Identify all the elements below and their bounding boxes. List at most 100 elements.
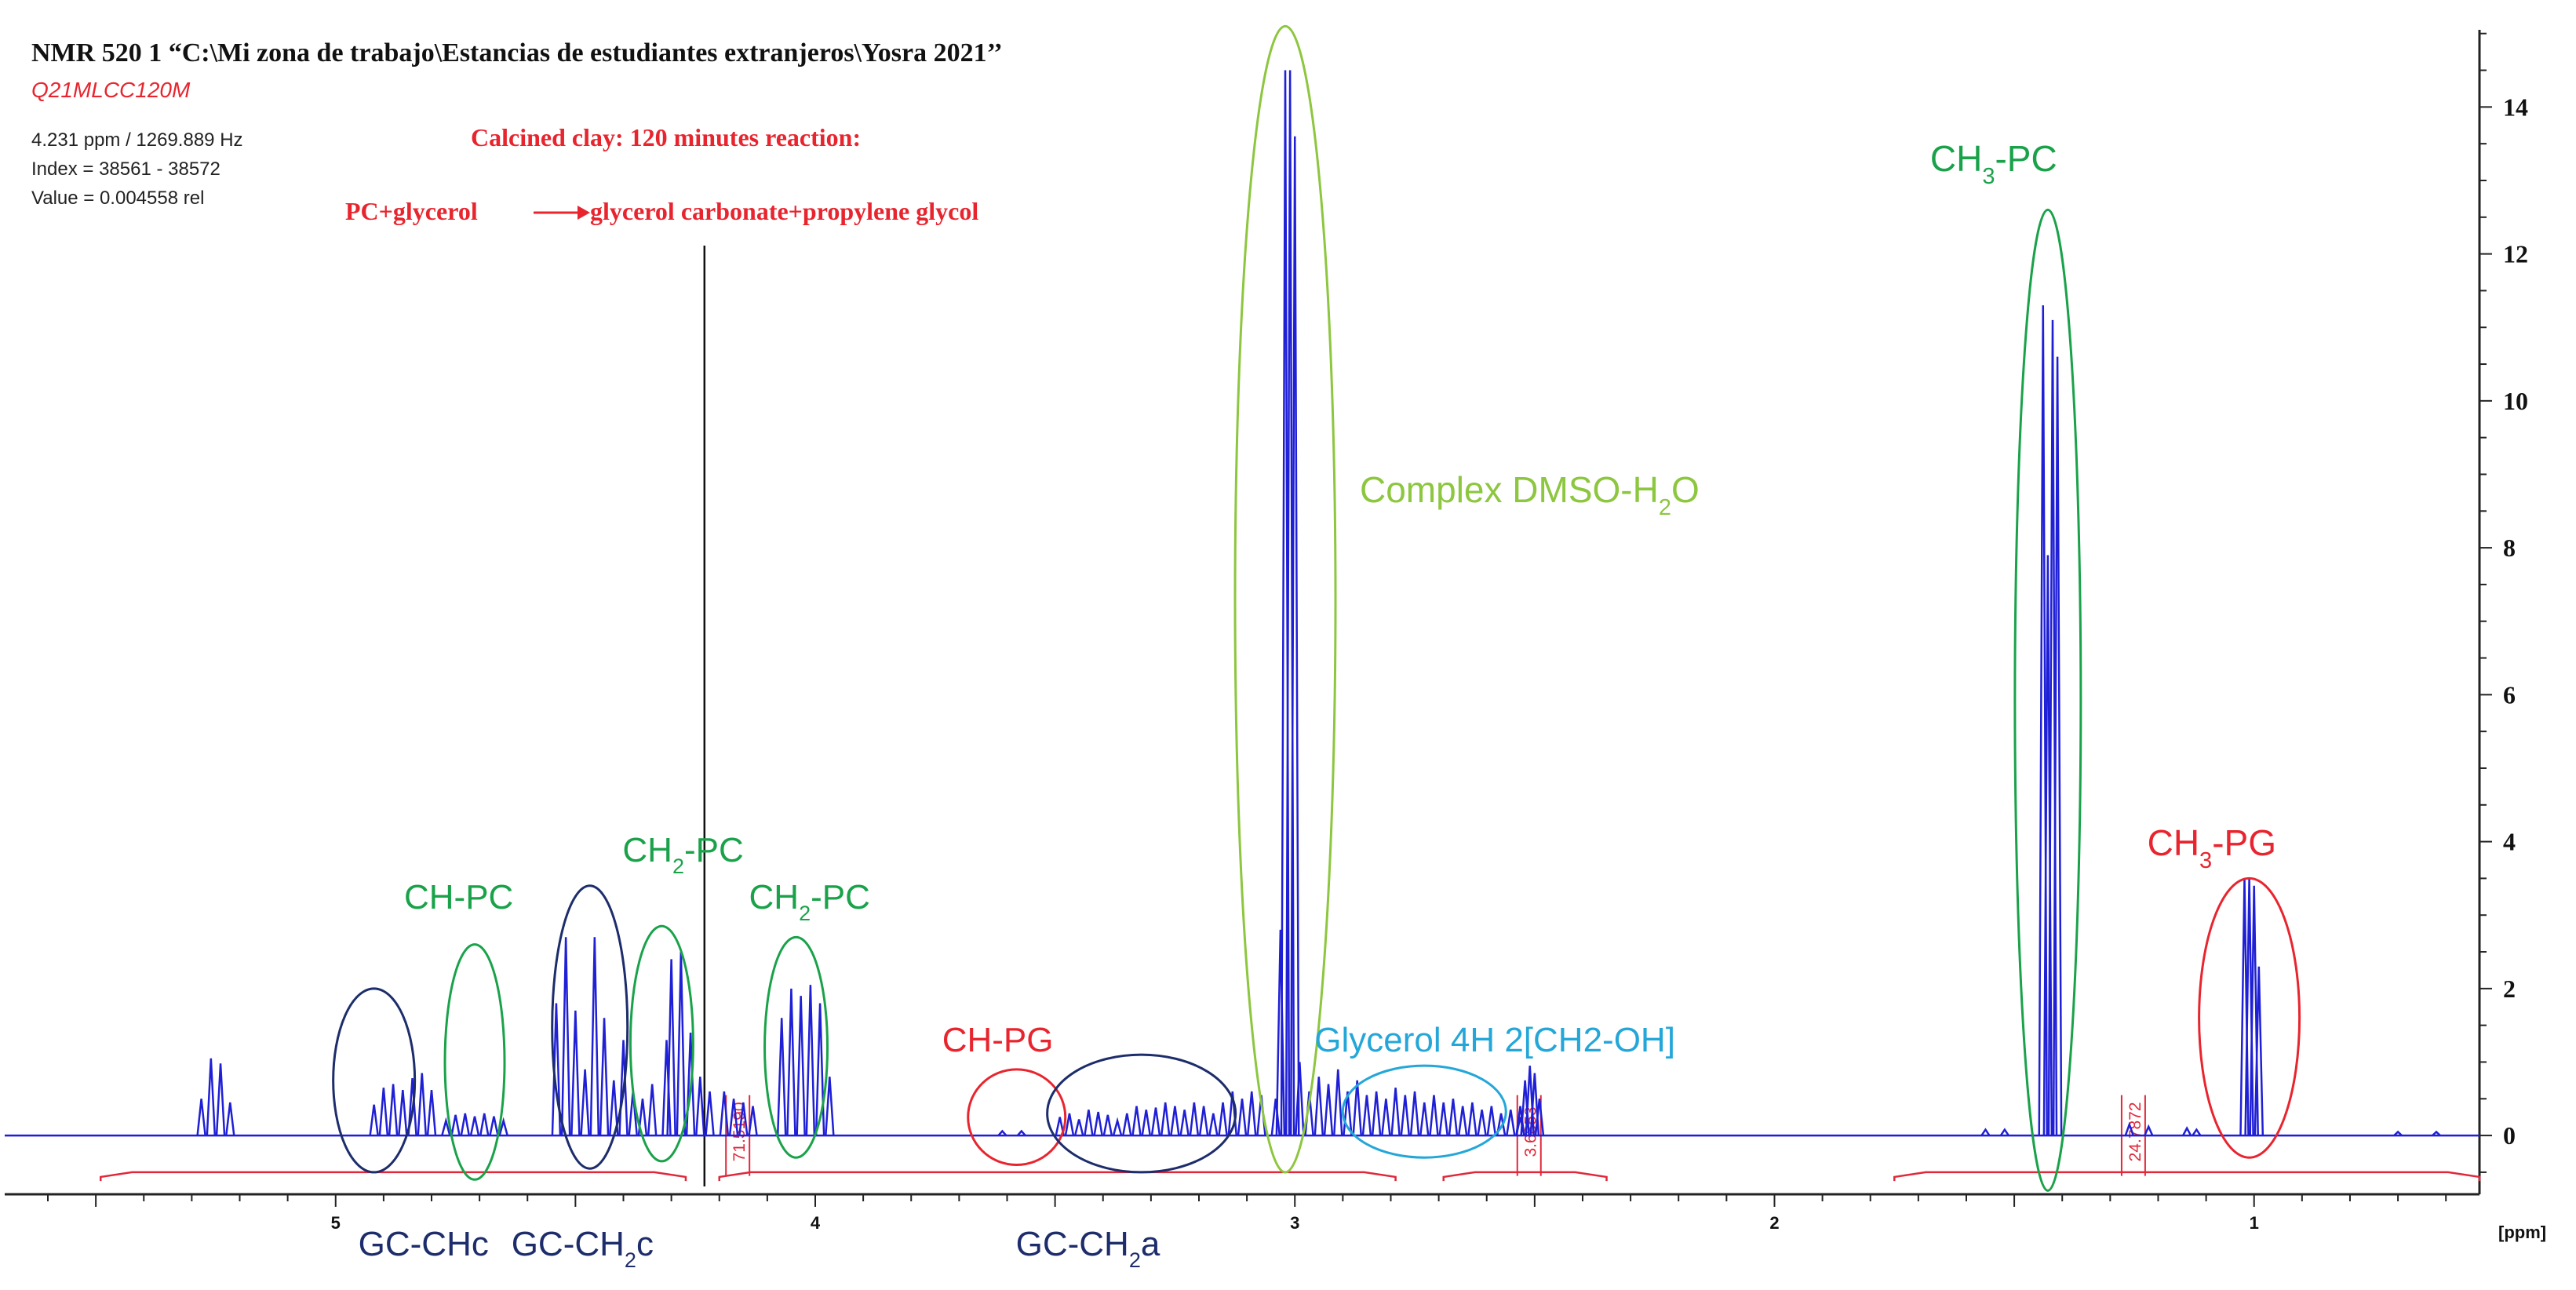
integral-regions: [99, 1171, 2481, 1182]
spectrum-peak: [2393, 1130, 2403, 1137]
annotation-ellipse-ch2-pc-a: [629, 924, 694, 1163]
annotation-label-ch-pc: CH-PC: [404, 878, 513, 916]
index-readout: Index = 38561 - 38572: [31, 159, 220, 180]
spectrum-peaks: [196, 70, 2441, 1137]
reaction-condition: Calcined clay: 120 minutes reaction:: [471, 123, 861, 151]
annotation-ellipse-ch-pc: [443, 943, 506, 1181]
spectrum-peak: [2192, 1128, 2202, 1136]
spectrum-peak: [460, 1113, 471, 1136]
y-tick-label: 4: [2503, 828, 2516, 856]
spectrum-peak: [786, 988, 796, 1136]
spectrum-peak: [738, 1102, 749, 1136]
spectrum-peak: [1506, 1110, 1516, 1136]
spectrum-peak: [560, 937, 571, 1136]
annotation-label-glycerol: Glycerol 4H 2[CH2-OH]: [1314, 1021, 1675, 1059]
spectrum-peak: [1515, 1106, 1525, 1136]
y-tick-label: 14: [2503, 93, 2528, 121]
spectrum-peak: [1323, 1084, 1334, 1136]
spectrum-peak: [407, 1077, 417, 1136]
spectrum-peak: [1141, 1110, 1151, 1136]
spectrum-peak: [1314, 1077, 1324, 1136]
spectrum-peak: [637, 1099, 648, 1136]
spectrum-peak: [997, 1129, 1007, 1136]
spectrum-peak: [2124, 1121, 2134, 1136]
spectrum-peak: [1457, 1106, 1468, 1136]
spectrum-peak: [441, 1117, 451, 1136]
spectrum-peak: [215, 1063, 226, 1136]
spectrum-peak: [369, 1104, 379, 1136]
annotation-ellipse-ch3-pg: [2198, 876, 2301, 1159]
spectrum-peak: [814, 1003, 825, 1136]
x-tick-label: 1: [2250, 1213, 2259, 1233]
integral-curve: [1893, 1171, 2481, 1182]
annotation-label-ch-pg: CH-PG: [942, 1021, 1054, 1059]
spectrum-peak: [1429, 1095, 1439, 1136]
spectrum-peak: [1246, 1091, 1257, 1136]
spectrum-peak: [1131, 1106, 1142, 1136]
spectrum-peak: [1295, 1062, 1305, 1136]
spectrum-peak: [1467, 1102, 1477, 1136]
cursor-readout: 4.231 ppm / 1269.889 Hz: [31, 129, 243, 151]
spectrum-peak: [685, 1032, 696, 1136]
reaction-reactants: PC+glycerol: [345, 197, 478, 225]
spectrum-peak: [1980, 1128, 1991, 1136]
spectrum-peak: [206, 1058, 217, 1136]
spectrum-peak: [1189, 1102, 1200, 1136]
annotation-label-dmso-h2o: Complex DMSO-H2O: [1360, 469, 1700, 520]
spectrum-peak: [1016, 1129, 1026, 1136]
x-tick-label: 4: [811, 1213, 821, 1233]
spectrum-title: NMR 520 1 “C:\Mi zona de trabajo\Estanci…: [31, 38, 1003, 67]
spectrum-peak: [1534, 1099, 1545, 1136]
spectrum-peak: [469, 1116, 480, 1136]
annotation-ellipse-gc-chc: [332, 987, 417, 1174]
annotation-ellipse-gc-ch2a: [1046, 1053, 1237, 1174]
spectrum-peak: [609, 1080, 619, 1136]
spectrum-peak: [666, 959, 676, 1136]
spectrum-peak: [1073, 1119, 1084, 1136]
spectrum-peak: [378, 1088, 389, 1136]
y-tick-label: 0: [2503, 1121, 2516, 1150]
integral-curve: [99, 1171, 687, 1182]
spectrum-peak: [695, 1077, 705, 1136]
annotation-label-ch2-pc-a: CH2-PC: [622, 831, 743, 878]
spectrum-peak: [705, 1091, 715, 1136]
spectrum-peak: [1112, 1117, 1123, 1136]
spectrum-peak: [551, 1003, 562, 1136]
spectrum-peak: [1477, 1110, 1487, 1136]
spectrum-peak: [719, 1091, 730, 1136]
spectrum-peak: [825, 1077, 835, 1136]
reaction-arrow-icon: [578, 206, 590, 220]
annotation-ellipse-ch3-pc: [2013, 208, 2082, 1192]
spectrum-peak: [1160, 1102, 1171, 1136]
spectrum-peak: [1409, 1091, 1420, 1136]
integral-label: 24.7872: [2126, 1102, 2144, 1161]
spectrum-peak: [2432, 1130, 2441, 1137]
spectrum-peak: [1352, 1080, 1362, 1136]
spectrum-peak: [589, 937, 600, 1136]
annotation-label-gc-chc: GC-CHc: [359, 1225, 489, 1263]
spectrum-peak: [388, 1084, 399, 1136]
annotation-label-ch3-pc: CH3-PC: [1930, 138, 2057, 189]
x-axis-ticks: 5 4 3 2 1: [47, 1194, 2447, 1233]
reaction-products: glycerol carbonate+propylene glycol: [590, 197, 978, 225]
spectrum-peak: [599, 1018, 610, 1136]
spectrum-peak: [748, 1106, 758, 1136]
spectrum-peak: [1198, 1106, 1209, 1136]
sample-name: Q21MLCC120M: [31, 78, 191, 102]
spectrum-peak: [479, 1113, 490, 1136]
spectrum-peak: [2182, 1126, 2192, 1136]
value-readout: Value = 0.004558 rel: [31, 188, 204, 209]
spectrum-peak: [1275, 929, 1286, 1136]
spectrum-peak: [1419, 1102, 1430, 1136]
spectrum-peak: [1438, 1102, 1448, 1136]
spectrum-peak: [1390, 1088, 1401, 1136]
spectrum-peak: [196, 1099, 206, 1136]
y-tick-label: 8: [2503, 534, 2516, 562]
annotation-ellipse-glycerol: [1341, 1064, 1507, 1159]
spectrum-peak: [661, 1040, 672, 1136]
spectrum-peak: [1289, 136, 1300, 1136]
y-tick-label: 2: [2503, 975, 2516, 1003]
annotation-ellipse-ch2-pc-b: [763, 935, 829, 1159]
y-tick-label: 6: [2503, 680, 2516, 709]
spectrum-peak: [1371, 1091, 1382, 1136]
